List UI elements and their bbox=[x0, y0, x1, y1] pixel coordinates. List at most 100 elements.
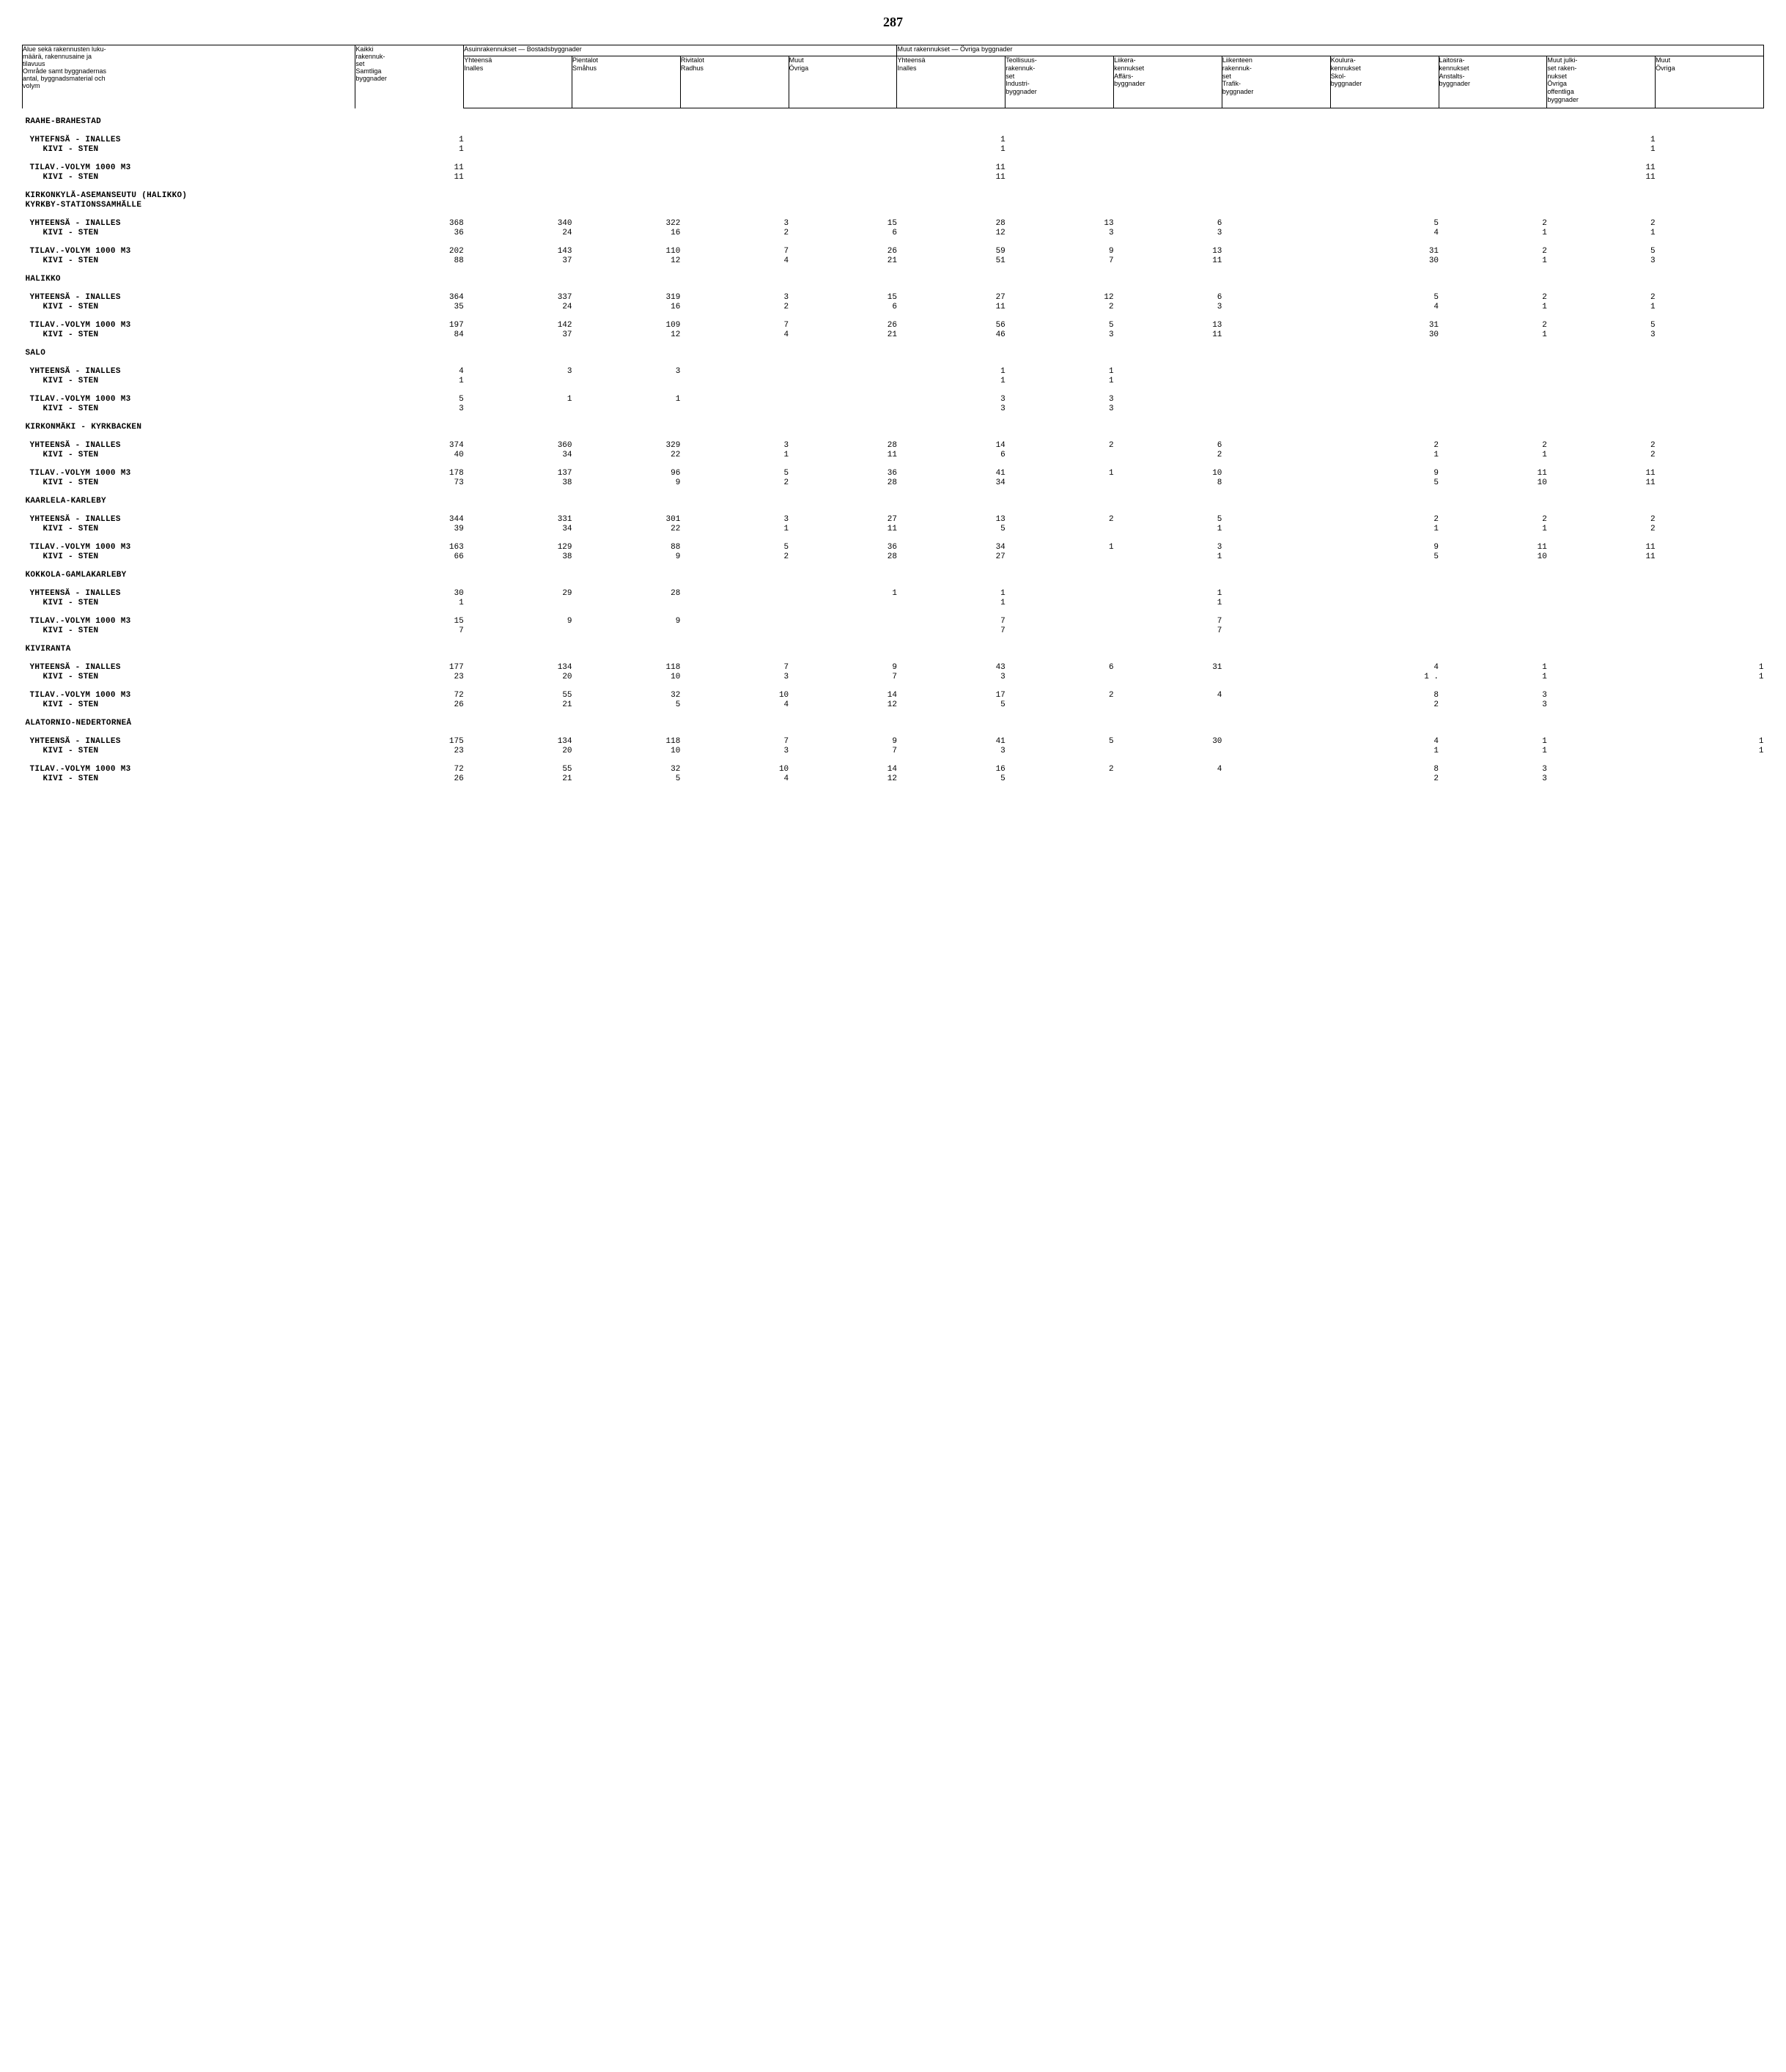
section-title-row: KIRKONKYLÄ-ASEMANSEUTU (HALIKKO) bbox=[23, 191, 1764, 201]
cell: 26 bbox=[789, 321, 897, 330]
cell: 15 bbox=[355, 617, 464, 626]
section-title: HALIKKO bbox=[23, 275, 1764, 284]
cell: 329 bbox=[572, 441, 681, 451]
cell: 1 bbox=[897, 377, 1005, 386]
cell bbox=[1439, 626, 1547, 636]
cell bbox=[680, 589, 789, 599]
cell bbox=[1222, 247, 1330, 256]
cell: 41 bbox=[897, 737, 1005, 747]
section-title-row: HALIKKO bbox=[23, 275, 1764, 284]
cell: 23 bbox=[355, 673, 464, 682]
cell bbox=[1005, 599, 1114, 608]
cell: 178 bbox=[355, 469, 464, 478]
cell: 5 bbox=[355, 395, 464, 404]
cell bbox=[1656, 589, 1764, 599]
cell: 11 bbox=[1547, 478, 1656, 488]
cell: 5 bbox=[1005, 321, 1114, 330]
cell: 55 bbox=[464, 765, 572, 774]
cell bbox=[1222, 515, 1330, 525]
cell: 3 bbox=[572, 367, 681, 377]
cell bbox=[1656, 321, 1764, 330]
cell: 9 bbox=[1330, 543, 1439, 552]
cell: 5 bbox=[1330, 478, 1439, 488]
cell: 28 bbox=[897, 219, 1005, 229]
section-title: KYRKBY-STATIONSSAMHÄLLE bbox=[23, 201, 1764, 210]
cell: 12 bbox=[789, 774, 897, 784]
cell: 15 bbox=[789, 219, 897, 229]
cell bbox=[1005, 173, 1114, 182]
cell: 10 bbox=[572, 673, 681, 682]
cell bbox=[789, 626, 897, 636]
row-label: YHTEENSÄ - INALLES bbox=[23, 367, 355, 377]
cell: 20 bbox=[464, 747, 572, 756]
cell bbox=[1656, 173, 1764, 182]
row-label: TILAV.-VOLYM 1000 M3 bbox=[23, 617, 355, 626]
cell: 8 bbox=[1330, 691, 1439, 700]
cell: 13 bbox=[1005, 219, 1114, 229]
cell bbox=[1222, 163, 1330, 173]
cell bbox=[1005, 163, 1114, 173]
data-row: YHTEENSÄ - INALLES1771341187943631411 bbox=[23, 663, 1764, 673]
spacer-row bbox=[23, 654, 1764, 663]
page-number: 287 bbox=[22, 15, 1764, 30]
cell bbox=[572, 599, 681, 608]
cell: 7 bbox=[789, 747, 897, 756]
data-row: KIVI - STEN362416261233411 bbox=[23, 229, 1764, 238]
cell bbox=[1439, 599, 1547, 608]
cell: 11 bbox=[789, 525, 897, 534]
cell: 1 bbox=[1547, 229, 1656, 238]
section-title: SALO bbox=[23, 349, 1764, 358]
cell bbox=[1114, 173, 1222, 182]
cell: 38 bbox=[464, 478, 572, 488]
spacer-row bbox=[23, 728, 1764, 737]
cell bbox=[789, 367, 897, 377]
cell: 2 bbox=[1439, 247, 1547, 256]
cell bbox=[1222, 469, 1330, 478]
cell bbox=[1005, 552, 1114, 562]
cell bbox=[1222, 617, 1330, 626]
cell bbox=[1547, 765, 1656, 774]
cell bbox=[1222, 552, 1330, 562]
cell bbox=[1330, 377, 1439, 386]
cell bbox=[1222, 377, 1330, 386]
cell: 3 bbox=[1005, 330, 1114, 340]
cell: 3 bbox=[1439, 774, 1547, 784]
cell: 4 bbox=[1330, 663, 1439, 673]
cell: 7 bbox=[680, 737, 789, 747]
cell bbox=[1222, 256, 1330, 266]
cell: 2 bbox=[1439, 515, 1547, 525]
cell: 3 bbox=[1005, 229, 1114, 238]
cell bbox=[1656, 367, 1764, 377]
cell: 2 bbox=[680, 552, 789, 562]
cell bbox=[1439, 367, 1547, 377]
cell bbox=[1222, 691, 1330, 700]
spacer-row bbox=[23, 710, 1764, 719]
cell bbox=[1656, 691, 1764, 700]
cell bbox=[1222, 395, 1330, 404]
cell bbox=[1114, 673, 1222, 682]
cell bbox=[464, 163, 572, 173]
cell: 7 bbox=[1114, 617, 1222, 626]
cell bbox=[1222, 478, 1330, 488]
data-row: KIVI - STEN333 bbox=[23, 404, 1764, 414]
spacer-row bbox=[23, 238, 1764, 247]
cell bbox=[1656, 700, 1764, 710]
section-title: KAARLELA-KARLEBY bbox=[23, 497, 1764, 506]
cell: 344 bbox=[355, 515, 464, 525]
cell: 3 bbox=[680, 293, 789, 303]
cell bbox=[1222, 525, 1330, 534]
cell bbox=[680, 617, 789, 626]
cell: 3 bbox=[680, 673, 789, 682]
row-label: TILAV.-VOLYM 1000 M3 bbox=[23, 543, 355, 552]
cell: 21 bbox=[789, 256, 897, 266]
cell bbox=[789, 145, 897, 155]
row-label: KIVI - STEN bbox=[23, 229, 355, 238]
cell: 11 bbox=[897, 303, 1005, 312]
cell: 2 bbox=[1330, 774, 1439, 784]
cell: 27 bbox=[789, 515, 897, 525]
cell: 27 bbox=[897, 293, 1005, 303]
data-row: TILAV.-VOLYM 1000 M37255321014162483 bbox=[23, 765, 1764, 774]
cell: 1 bbox=[1439, 451, 1547, 460]
cell bbox=[1656, 293, 1764, 303]
data-row: KIVI - STEN39342211151112 bbox=[23, 525, 1764, 534]
